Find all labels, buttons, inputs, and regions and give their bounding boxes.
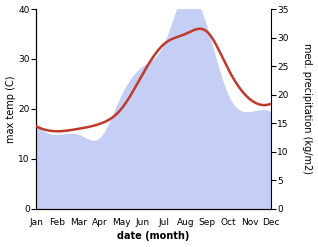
Y-axis label: med. precipitation (kg/m2): med. precipitation (kg/m2) <box>302 43 313 174</box>
Y-axis label: max temp (C): max temp (C) <box>5 75 16 143</box>
X-axis label: date (month): date (month) <box>117 231 190 242</box>
